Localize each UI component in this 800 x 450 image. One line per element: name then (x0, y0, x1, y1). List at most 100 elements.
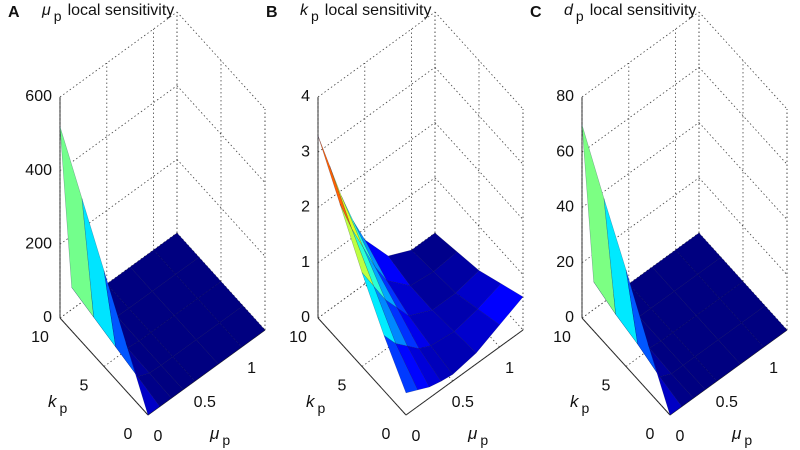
surface-patch (81, 198, 116, 348)
surface-patch (339, 204, 374, 287)
surface-patch (406, 345, 442, 388)
y-tick-label: 5 (338, 378, 347, 395)
z-tick-label: 4 (301, 88, 310, 105)
x-tick-label: 0 (676, 428, 685, 445)
z-tick-label: 200 (25, 236, 52, 253)
y-tick-label: 10 (289, 329, 307, 346)
y-axis-label-symbol: k (48, 392, 58, 411)
surface-patch (453, 308, 500, 354)
z-tick-label: 0 (565, 309, 574, 326)
x-tick-label: 0 (154, 428, 163, 445)
y-tick-label: 5 (80, 378, 89, 395)
surface-patch (430, 331, 477, 375)
surface-patch (477, 283, 524, 326)
x-tick-label: 0.5 (716, 394, 738, 411)
z-tick-label: 600 (25, 88, 52, 105)
grid-line (317, 66, 436, 153)
grid-line (581, 66, 700, 153)
x-axis-label-subscript: p (744, 432, 752, 448)
y-tick-label: 5 (602, 378, 611, 395)
grid-line (59, 11, 178, 98)
z-tick-label: 3 (301, 143, 310, 160)
y-axis-label-subscript: p (318, 400, 326, 416)
grid-line (698, 122, 788, 220)
x-tick-label: 0.5 (452, 394, 474, 411)
grid-line (176, 85, 266, 183)
y-axis-label-symbol: k (306, 392, 316, 411)
surface-patch (317, 135, 352, 229)
panel-label: C (530, 4, 542, 21)
title-symbol: μ (41, 2, 51, 19)
grid-line (317, 177, 436, 264)
surface-patch (363, 247, 398, 309)
chart-title: k p local sensitivity (300, 2, 432, 23)
x-axis-label-subscript: p (480, 432, 488, 448)
grid-line (317, 11, 436, 98)
surface-patch (383, 334, 419, 394)
surface-patch (384, 299, 420, 350)
x-axis-label-subscript: p (222, 432, 230, 448)
title-symbol: k (300, 2, 309, 19)
y-axis-label-subscript: p (60, 400, 68, 416)
surface-patch (364, 239, 411, 287)
surface-patch (127, 340, 162, 374)
grid-line (317, 122, 436, 208)
y-tick-label: 10 (31, 329, 49, 346)
z-tick-label: 80 (556, 88, 574, 105)
surface-patch (103, 270, 138, 377)
x-tick-label: 0 (412, 428, 421, 445)
x-tick-label: 0.5 (194, 394, 216, 411)
grid-line (581, 11, 700, 98)
title-text: local sensitivity (325, 2, 432, 19)
z-tick-label: 0 (43, 309, 52, 326)
surface-patch (581, 124, 616, 315)
y-axis-label-symbol: k (570, 392, 580, 411)
title-text: local sensitivity (590, 2, 697, 19)
grid-line (698, 66, 788, 165)
grid-line (59, 85, 178, 171)
surface-patch (395, 343, 430, 391)
x-axis-label-symbol: μ (209, 424, 220, 443)
grid-line (434, 122, 524, 220)
z-tick-label: 40 (556, 199, 574, 216)
grid-line (405, 329, 524, 416)
chart-title: μ p local sensitivity (41, 2, 174, 23)
x-tick-label: 1 (247, 360, 256, 377)
y-tick-label: 0 (382, 426, 391, 443)
z-tick-label: 400 (25, 162, 52, 179)
surface-patch (647, 343, 683, 416)
x-axis-label-symbol: μ (467, 424, 478, 443)
y-tick-label: 0 (124, 426, 133, 443)
panel-label: B (266, 4, 278, 21)
x-tick-label: 1 (505, 360, 514, 377)
surface-patch (59, 126, 95, 319)
surface-patch (341, 195, 376, 268)
grid-line (698, 177, 788, 276)
surface-patch (137, 372, 172, 407)
title-subscript: p (576, 8, 584, 24)
grid-line (176, 159, 266, 257)
grid-line (434, 177, 524, 276)
title-subscript: p (54, 8, 62, 24)
z-tick-label: 20 (556, 254, 574, 271)
title-symbol: d (564, 2, 574, 19)
z-tick-label: 0 (301, 309, 310, 326)
x-axis-label-symbol: μ (731, 424, 742, 443)
z-tick-label: 2 (301, 199, 310, 216)
surface-patch (373, 286, 408, 347)
y-axis-label-subscript: p (582, 400, 590, 416)
z-tick-label: 60 (556, 143, 574, 160)
surface-patch (418, 345, 454, 382)
grid-line (434, 66, 524, 165)
surface-patch (409, 271, 456, 311)
y-tick-label: 10 (553, 329, 571, 346)
chart-title: d p local sensitivity (564, 2, 696, 23)
title-subscript: p (311, 8, 319, 24)
